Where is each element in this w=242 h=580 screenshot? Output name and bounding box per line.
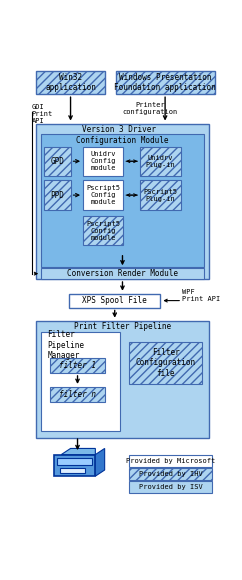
Bar xyxy=(41,332,120,431)
Bar xyxy=(37,71,105,94)
Polygon shape xyxy=(61,448,95,455)
Bar xyxy=(41,269,204,279)
Bar xyxy=(50,387,105,403)
Bar xyxy=(129,342,202,384)
Bar xyxy=(140,180,181,210)
Text: XPS Spool File: XPS Spool File xyxy=(82,296,147,305)
Text: Configuration Module: Configuration Module xyxy=(76,136,169,145)
Bar xyxy=(83,147,123,176)
Bar xyxy=(83,216,123,245)
Bar xyxy=(50,358,105,373)
Text: PScript5
Plug-in: PScript5 Plug-in xyxy=(144,188,177,202)
Bar xyxy=(129,481,212,493)
Bar xyxy=(44,180,71,210)
Text: WPF
Print API: WPF Print API xyxy=(182,289,220,302)
Text: Filter
Configuration
file: Filter Configuration file xyxy=(136,348,196,378)
Bar xyxy=(53,455,95,476)
Text: PPD: PPD xyxy=(50,191,64,200)
Text: filter n: filter n xyxy=(59,390,96,399)
Bar xyxy=(37,124,209,279)
Bar xyxy=(129,467,212,480)
Bar xyxy=(41,135,204,267)
Bar xyxy=(83,180,123,210)
Text: Provided by Microsoft: Provided by Microsoft xyxy=(126,458,215,464)
Text: Unidrv
Config
module: Unidrv Config module xyxy=(90,151,116,171)
Text: filter 1: filter 1 xyxy=(59,361,96,370)
Text: GDI
Print
API: GDI Print API xyxy=(32,104,53,124)
Bar xyxy=(129,455,212,467)
Text: Print Filter Pipeline: Print Filter Pipeline xyxy=(74,322,171,331)
Text: GPD: GPD xyxy=(50,157,64,166)
Text: Windows Presentation
Foundation application: Windows Presentation Foundation applicat… xyxy=(114,73,216,92)
Text: Version 3 Driver: Version 3 Driver xyxy=(82,125,156,134)
Bar xyxy=(44,147,71,176)
Polygon shape xyxy=(95,448,105,476)
Bar xyxy=(69,293,160,307)
Text: Provided by ISV: Provided by ISV xyxy=(139,484,202,490)
Text: Provided by IHV: Provided by IHV xyxy=(139,471,202,477)
Text: Win32
application: Win32 application xyxy=(45,73,96,92)
Text: Conversion Render Module: Conversion Render Module xyxy=(67,269,178,278)
Text: Pscript5
Config
module: Pscript5 Config module xyxy=(86,185,120,205)
Bar xyxy=(57,458,92,465)
Text: Printer
configuration: Printer configuration xyxy=(123,102,178,115)
Bar xyxy=(140,147,181,176)
Bar xyxy=(60,469,84,473)
Text: Pscript5
Config
module: Pscript5 Config module xyxy=(86,220,120,241)
Text: Filter
Pipeline
Manager: Filter Pipeline Manager xyxy=(47,331,84,360)
Bar xyxy=(37,321,209,438)
Bar xyxy=(115,71,215,94)
Text: Unidrv
Plug-in: Unidrv Plug-in xyxy=(146,155,175,168)
